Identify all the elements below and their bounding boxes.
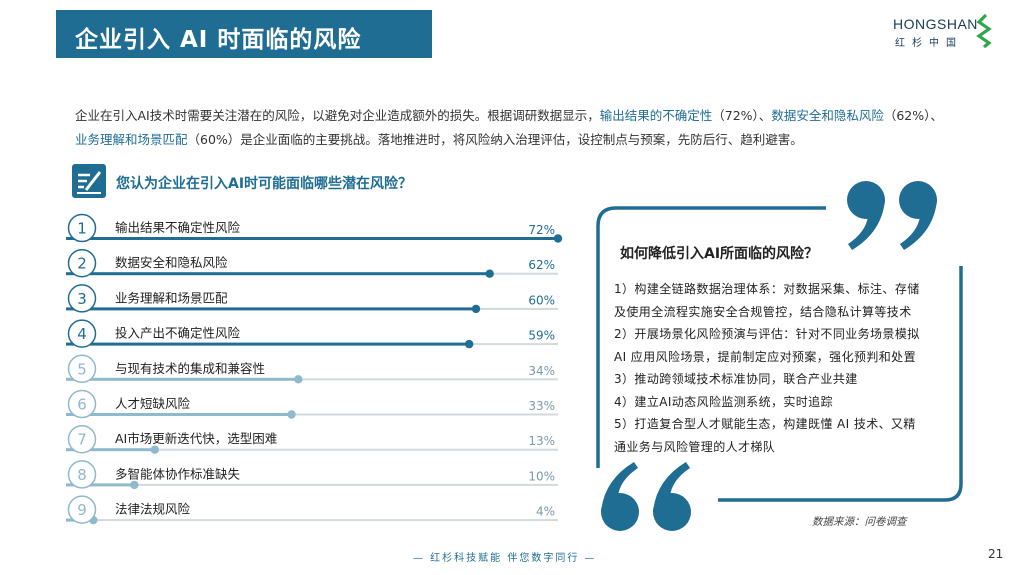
bar-track	[66, 378, 558, 381]
rank-badge	[67, 389, 97, 419]
category-label: 人才短缺风险	[115, 396, 191, 411]
rank-label: 1	[77, 220, 87, 238]
mitigation-tip-line: AI 应用风险场景，提前制定应对预案，强化预判和处置	[614, 349, 916, 364]
bar-row: 7 AI市场更新迭代快，选型困难 13%	[66, 424, 558, 454]
bar-track	[66, 519, 558, 522]
bar	[66, 272, 490, 276]
category-label: 输出结果不确定性风险	[115, 220, 241, 235]
bar-row: 9 法律法规风险 4%	[66, 495, 558, 525]
bar-track	[66, 413, 558, 416]
mitigation-tip-line: 及使用全流程实施安全合规管控，结合隐私计算等技术	[614, 304, 912, 319]
mitigation-tip-line: 3）推动跨领域技术标准协同，联合产业共建	[614, 372, 858, 386]
mitigation-question: 如何降低引入AI所面临的风险？	[620, 246, 819, 262]
mitigation-tip-line: 4）建立AI动态风险监测系统，实时追踪	[614, 394, 833, 409]
mitigation-tip-line: 5）打造复合型人才赋能生态，构建既懂 AI 技术、又精	[614, 417, 916, 431]
rank-label: 4	[77, 325, 87, 343]
category-label: 多智能体协作标准缺失	[115, 466, 241, 481]
mitigation-tip-line: 通业务与风险管理的人才梯队	[614, 439, 776, 454]
category-label: 与现有技术的集成和兼容性	[115, 361, 265, 376]
rank-label: 2	[77, 255, 87, 273]
intro-highlight-data-security: 数据安全和隐私风险	[771, 108, 884, 123]
rank-label: 7	[77, 431, 87, 449]
rank-label: 6	[77, 396, 87, 414]
bar-row: 4 投入产出不确定性风险 59%	[66, 319, 558, 349]
bar-row: 8 多智能体协作标准缺失 10%	[66, 460, 558, 490]
rank-badge	[67, 460, 97, 489]
rank-badge	[67, 424, 97, 454]
bar-end-dot	[553, 234, 563, 243]
bar-end-dot	[294, 375, 303, 384]
bar	[66, 342, 470, 346]
bar-end-dot	[150, 445, 160, 454]
bar-end-dot	[464, 339, 474, 349]
survey-question: 您认为企业在引入AI时可能面临哪些潜在风险？	[116, 176, 413, 192]
title-banner	[56, 10, 432, 58]
bar-end-dot	[130, 480, 139, 490]
opening-quote-icon	[601, 462, 691, 531]
bar-track	[66, 448, 558, 451]
logo-chinese-name: 红杉中国	[895, 38, 963, 49]
mitigation-tip-line: 2）开展场景化风险预演与评估：针对不同业务场景模拟	[614, 327, 920, 341]
bar	[66, 237, 558, 240]
bar-end-dot	[485, 269, 494, 278]
bar-track	[66, 483, 558, 486]
bar-row: 1 输出结果不确定性风险 72%	[66, 213, 563, 243]
bar	[66, 413, 292, 416]
rank-badge	[67, 284, 97, 313]
rank-label: 8	[77, 466, 87, 484]
closing-quote-icon	[847, 181, 937, 250]
bar	[66, 448, 155, 452]
value-label: 4%	[536, 505, 555, 519]
mitigation-tips-list: 1）构建全链路数据治理体系：对数据采集、标注、存储 及使用全流程实施安全合规管控，…	[614, 278, 939, 458]
category-label: 业务理解和场景匹配	[115, 290, 228, 305]
survey-pen-icon	[72, 164, 106, 198]
value-label: 34%	[528, 364, 555, 378]
value-label: 13%	[528, 434, 555, 448]
bar-row: 2 数据安全和隐私风险 62%	[66, 248, 558, 278]
value-label: 10%	[528, 469, 555, 483]
value-label: 33%	[528, 399, 555, 413]
bar-row: 6 人才短缺风险 33%	[66, 389, 558, 419]
category-label: 投入产出不确定性风险	[115, 326, 241, 341]
rank-label: 5	[77, 360, 87, 378]
rank-label: 3	[77, 290, 87, 308]
page-title: 企业引入 AI 时面临的风险	[75, 27, 362, 53]
bar-row: 5 与现有技术的集成和兼容性 34%	[66, 354, 558, 384]
intro-paragraph: 企业在引入AI技术时需要关注潜在的风险，以避免对企业造成额外的损失。根据调研数据…	[75, 108, 943, 147]
sequoia-logo-icon	[976, 14, 992, 48]
bar-row: 3 业务理解和场景匹配 60%	[66, 284, 558, 314]
footer-slogan: — 红杉科技赋能 伴您数字同行 —	[413, 553, 597, 564]
rank-badge	[67, 248, 97, 278]
logo-wordmark: HONGSHAN	[893, 16, 978, 32]
bar	[66, 377, 299, 381]
data-source-note: 数据来源：问卷调查	[812, 516, 907, 528]
mitigation-tip-line: 1）构建全链路数据治理体系：对数据采集、标注、存储	[614, 282, 920, 296]
page-number: 21	[988, 547, 1004, 561]
bar	[66, 483, 135, 487]
intro-highlight-uncertainty: 输出结果的不确定性	[599, 108, 713, 123]
rank-badge	[67, 319, 97, 348]
rank-label: 9	[77, 501, 87, 519]
rank-badge	[67, 354, 97, 384]
bar	[66, 307, 476, 311]
value-label: 62%	[528, 258, 555, 272]
bar-end-dot	[471, 304, 481, 314]
rank-badge	[67, 495, 97, 524]
rank-badge	[67, 213, 97, 243]
hongshan-logo: HONGSHAN 红杉中国	[893, 14, 993, 50]
value-label: 60%	[528, 293, 555, 307]
value-label: 72%	[528, 223, 555, 237]
intro-highlight-business-fit: 业务理解和场景匹配	[75, 132, 188, 147]
category-label: 法律法规风险	[115, 502, 191, 517]
tips-frame	[596, 206, 963, 502]
category-label: 数据安全和隐私风险	[115, 255, 228, 270]
value-label: 59%	[528, 329, 555, 343]
category-label: AI市场更新迭代快，选型困难	[115, 431, 277, 446]
bar-end-dot	[287, 410, 296, 419]
